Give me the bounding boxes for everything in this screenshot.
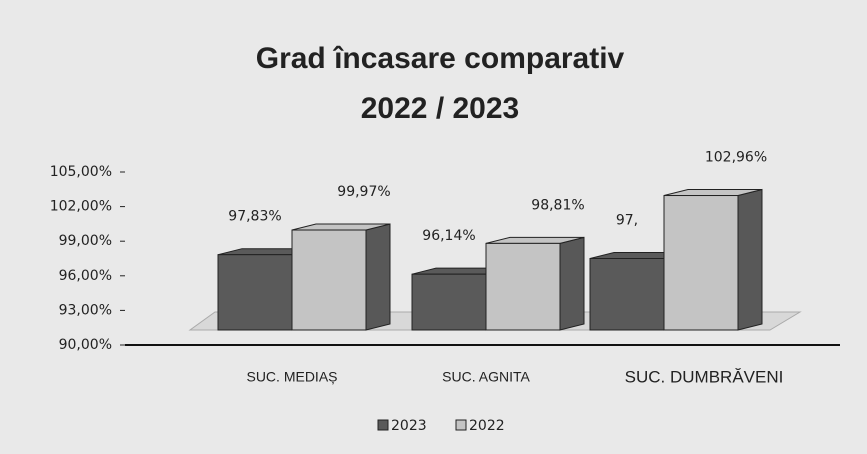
data-label: 99,97%: [337, 184, 390, 200]
bar: [291, 229, 367, 331]
bar-side: [559, 236, 585, 331]
x-tick-label: SUC. MEDIAȘ: [246, 369, 337, 385]
bar-side: [365, 223, 391, 331]
legend-label: 2022: [469, 418, 505, 434]
data-label: 102,96%: [705, 150, 767, 166]
data-label: 97,83%: [228, 209, 281, 225]
bar: [663, 195, 739, 331]
bar: [485, 242, 561, 331]
y-tick-label: 102,00%: [50, 199, 112, 215]
data-label: 97,: [616, 213, 638, 229]
legend-swatch: [455, 419, 467, 431]
y-tick-label: 105,00%: [50, 164, 112, 180]
y-tick-label: 90,00%: [59, 337, 112, 353]
bar-side: [737, 188, 763, 331]
x-tick-label: SUC. DUMBRĂVENI: [625, 367, 784, 386]
legend-label: 2023: [391, 418, 427, 434]
chart-title: 2022 / 2023: [361, 92, 519, 125]
y-tick-label: 96,00%: [59, 268, 112, 284]
bar: [217, 254, 293, 331]
legend-swatch: [377, 419, 389, 431]
data-label: 96,14%: [422, 228, 475, 244]
y-tick-label: 93,00%: [59, 302, 112, 318]
x-tick-label: SUC. AGNITA: [442, 369, 530, 385]
bar: [411, 273, 487, 331]
y-tick-label: 99,00%: [59, 233, 112, 249]
data-label: 98,81%: [531, 197, 584, 213]
bar: [589, 258, 665, 331]
chart-title: Grad încasare comparativ: [256, 42, 625, 75]
